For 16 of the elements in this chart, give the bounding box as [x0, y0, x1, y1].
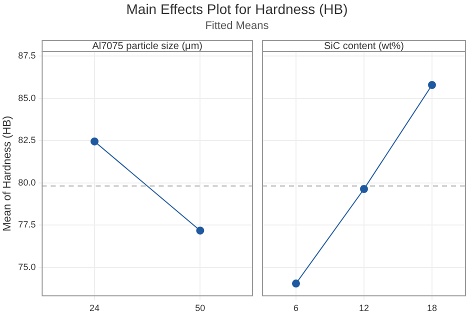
x-tick-label: 6: [293, 303, 299, 314]
chart-title: Main Effects Plot for Hardness (HB): [125, 1, 349, 17]
x-tick-label: 24: [90, 303, 100, 314]
y-tick-label: 77.5: [18, 220, 36, 230]
chart-subtitle: Fitted Means: [204, 20, 270, 32]
y-tick-label: 87.5: [18, 50, 36, 61]
x-axis-title: SiC content (wt%): [324, 40, 404, 52]
x-tick-label: 12: [358, 303, 370, 314]
y-axis-title: Mean of Hardness (HB): [2, 116, 14, 232]
y-tick-label: 85.0: [18, 92, 36, 103]
x-tick-label: 50: [195, 303, 206, 314]
y-tick-label: 82.5: [18, 135, 36, 146]
y-tick-label: 75.0: [18, 262, 36, 272]
x-axis-title: Al7075 particle size (μm): [92, 40, 202, 52]
y-tick-label: 80.0: [18, 177, 36, 188]
x-tick-label: 18: [426, 303, 438, 314]
